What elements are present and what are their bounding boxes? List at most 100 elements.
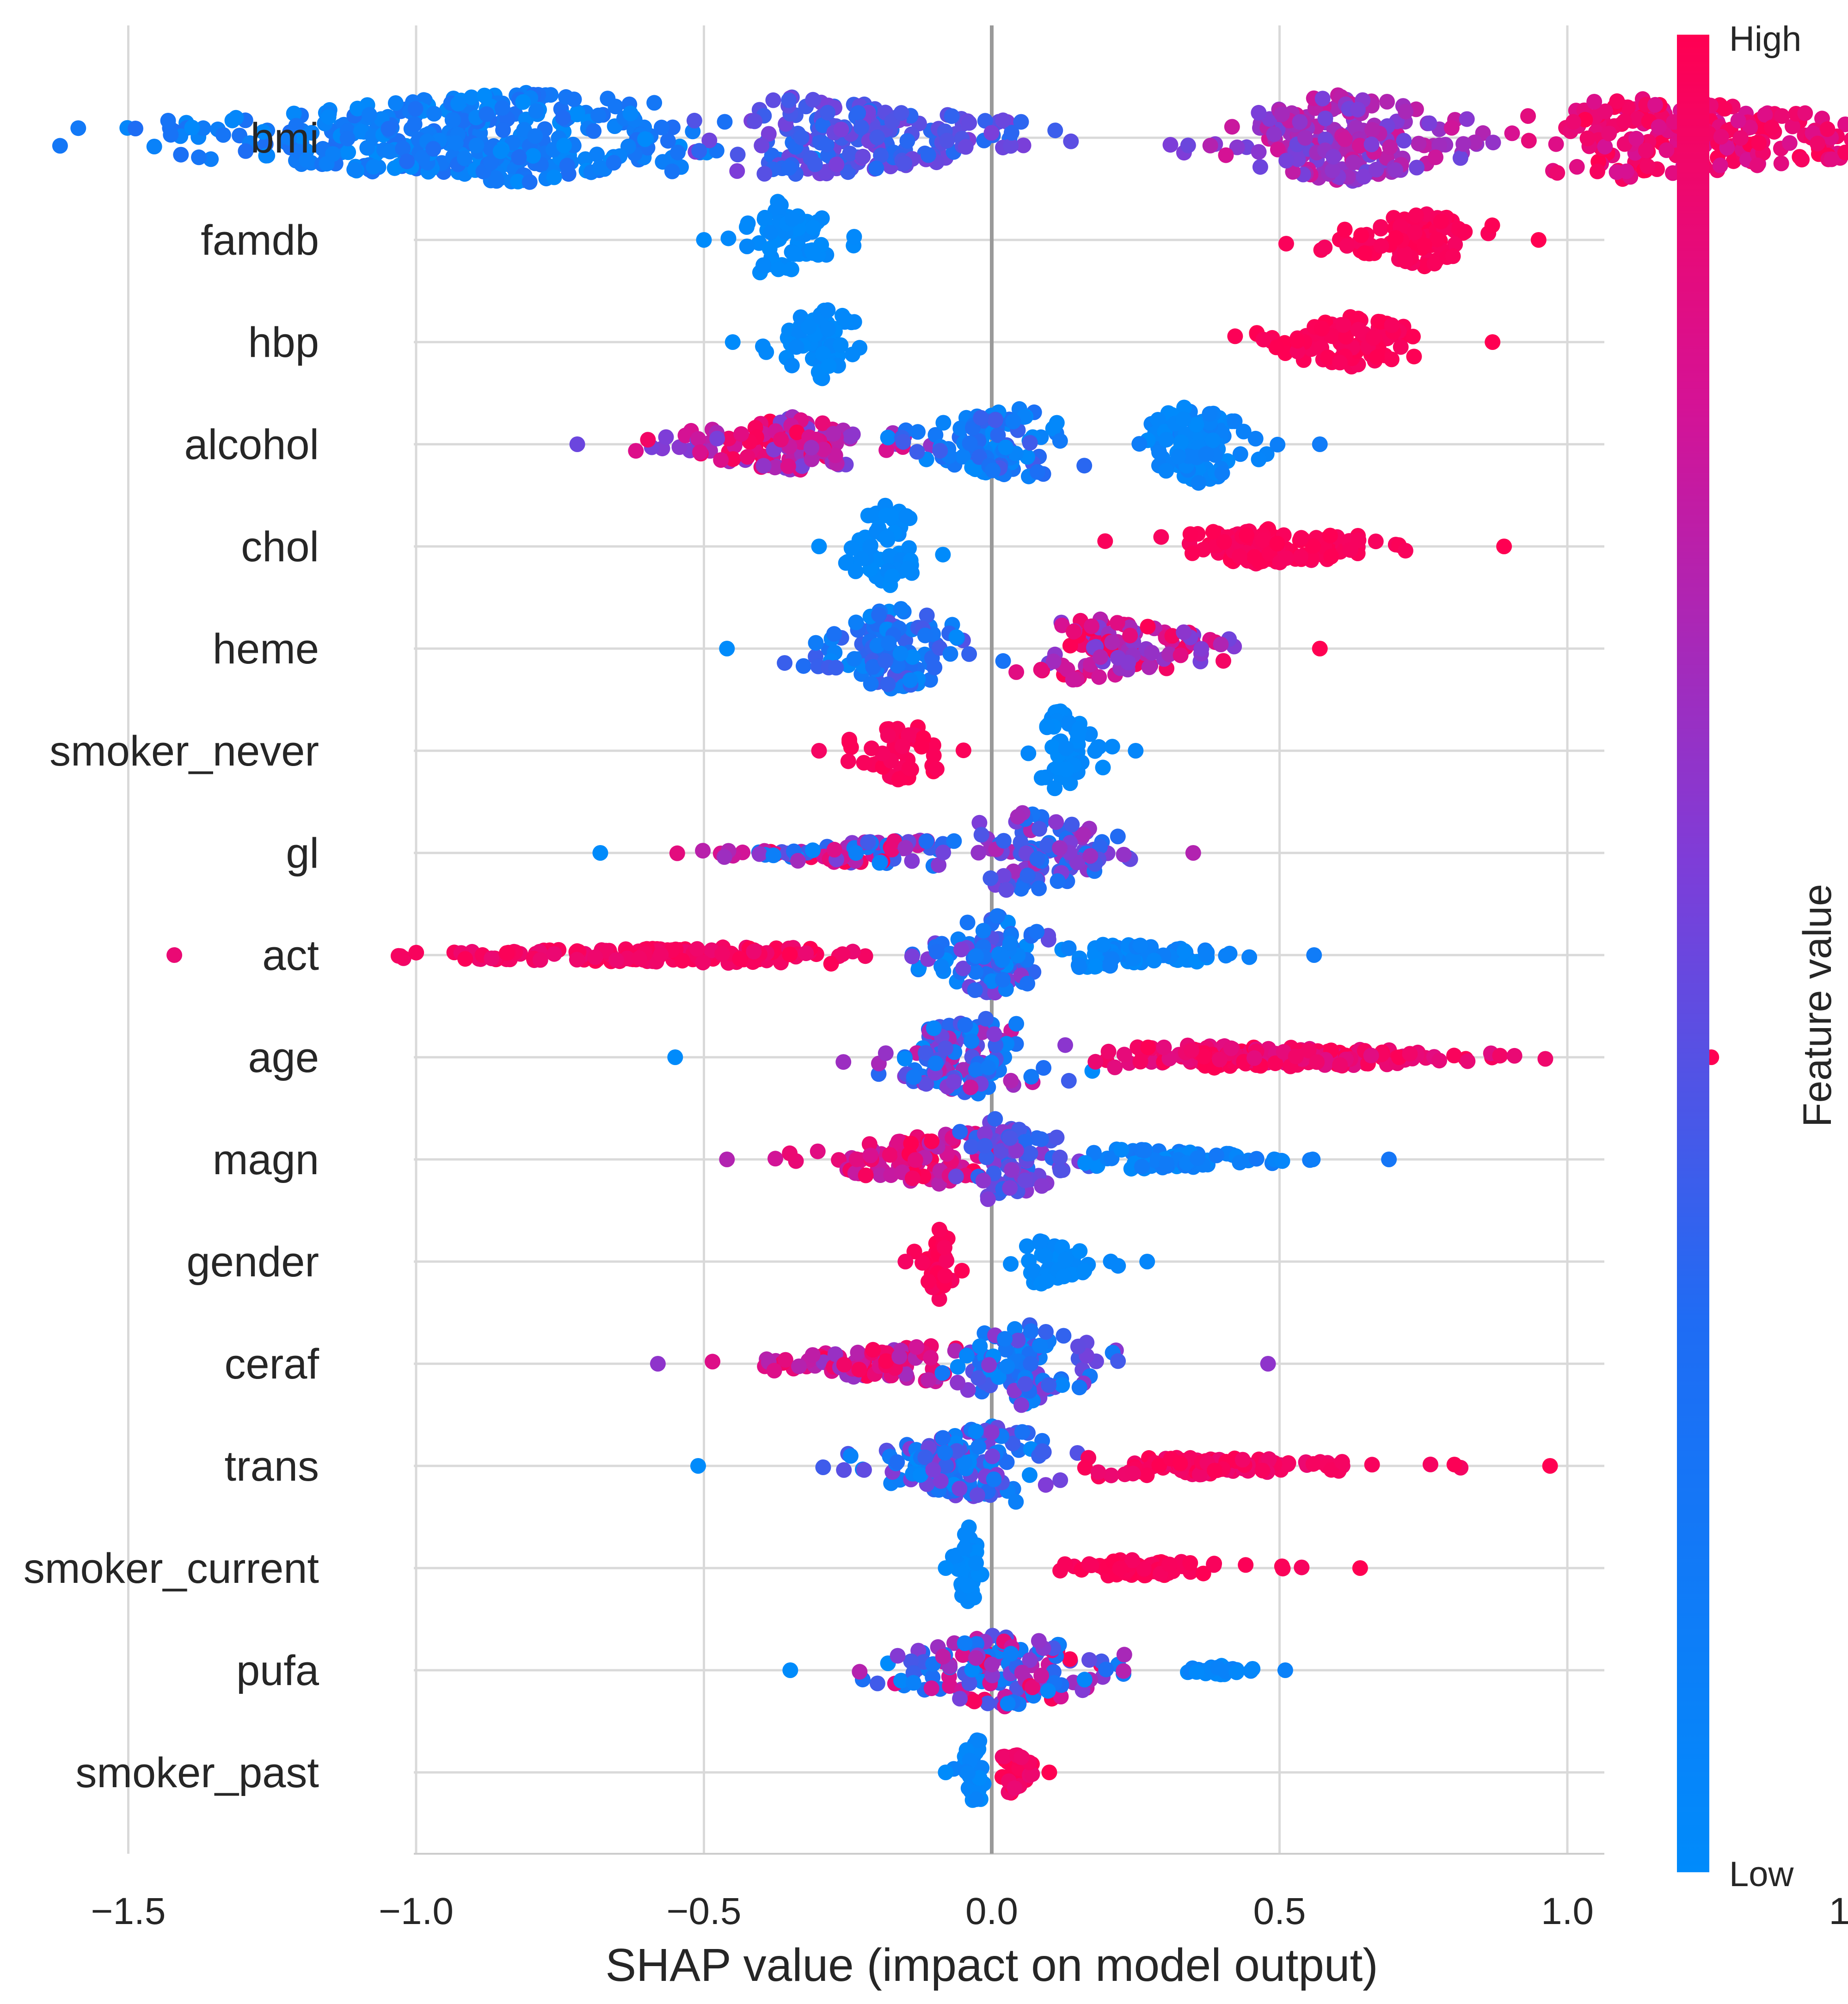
shap-point [286,105,302,122]
shap-point [897,840,914,856]
shap-point [968,964,984,980]
shap-point [1010,1332,1026,1348]
shap-point [1239,527,1255,543]
shap-point [805,220,822,236]
shap-point [1245,1661,1261,1677]
shap-point [1066,624,1081,640]
shap-point [1086,1145,1102,1161]
shap-point [925,1462,941,1478]
shap-point [1317,110,1333,127]
shap-point [961,1675,977,1691]
shap-point [970,845,987,861]
shap-point [492,143,509,159]
shap-point [955,1647,971,1663]
shap-point [667,1049,683,1065]
shap-point [928,761,945,777]
shap-point [52,138,68,154]
shap-point [1076,1672,1093,1688]
shap-point [695,955,711,971]
shap-point [957,1455,973,1471]
shap-point [1041,1765,1057,1780]
shap-point [1056,1328,1072,1344]
shap-point [1290,151,1306,167]
shap-point [70,120,86,136]
shap-point [1306,947,1322,963]
feature-label: hbp [248,319,319,366]
shap-point [1309,1054,1325,1070]
shap-point [842,429,859,445]
shap-point [1280,1456,1296,1472]
shap-point [926,748,942,764]
shap-point [793,129,810,146]
shap-point [1116,846,1132,863]
shap-point [912,1467,928,1483]
feature-label: smoker_never [49,728,319,775]
shap-point [938,1458,954,1474]
shap-point [808,635,824,651]
shap-point [766,1362,782,1379]
shap-point [975,1172,991,1189]
shap-point [1063,133,1079,149]
shap-point [1506,1048,1523,1064]
shap-point [957,1540,973,1557]
shap-point [1110,1353,1126,1369]
shap-point [848,845,864,861]
x-tick-label: 1.5 [1829,1890,1848,1932]
shap-point [1398,104,1414,120]
shap-point [890,1648,906,1664]
shap-point [843,540,860,556]
shap-point [586,123,602,139]
shap-point [1022,1467,1038,1483]
shap-point [1025,964,1042,980]
shap-point [968,1423,984,1440]
shap-point [811,743,827,759]
shap-point [1058,740,1074,756]
shap-point [637,131,653,147]
shap-point [1146,952,1162,968]
shap-point [869,1675,885,1691]
shap-point [861,1136,878,1152]
shap-point [880,727,896,743]
shap-point [1601,125,1617,141]
shap-point [805,92,821,108]
shap-point [669,845,685,861]
shap-point [798,945,814,962]
shap-point [1837,116,1848,132]
shap-point [893,1673,909,1689]
shap-point [1033,1667,1050,1684]
x-tick-label: 0.5 [1253,1890,1306,1932]
shap-point [1267,1055,1283,1072]
shap-point [924,1133,940,1149]
shap-point [1773,155,1789,172]
shap-point [1446,1048,1462,1064]
shap-point [846,651,862,667]
shap-point [836,1356,852,1373]
shap-point [1417,237,1433,253]
shap-point [969,1732,985,1748]
shap-point [1044,739,1061,755]
shap-point [1228,1664,1245,1680]
shap-point [1764,119,1780,135]
shap-point [484,950,500,967]
shap-point [847,563,864,579]
shap-point [1173,647,1189,663]
shap-point [994,952,1010,968]
shap-point [716,849,732,865]
shap-point [927,659,943,675]
shap-point [1191,475,1207,491]
shap-point [917,1045,933,1061]
shap-point [755,458,772,474]
shap-point [1008,1142,1024,1158]
shap-point [525,148,541,164]
shap-point [898,508,915,524]
shap-point [1369,349,1385,365]
shap-point [904,649,921,665]
shap-point [1104,739,1120,755]
shap-point [1191,1466,1208,1483]
shap-point [786,246,803,262]
shap-point [1639,158,1656,174]
shap-point [942,1678,958,1694]
shap-point [408,944,424,961]
shap-point [166,947,183,963]
shap-point [1388,162,1404,178]
